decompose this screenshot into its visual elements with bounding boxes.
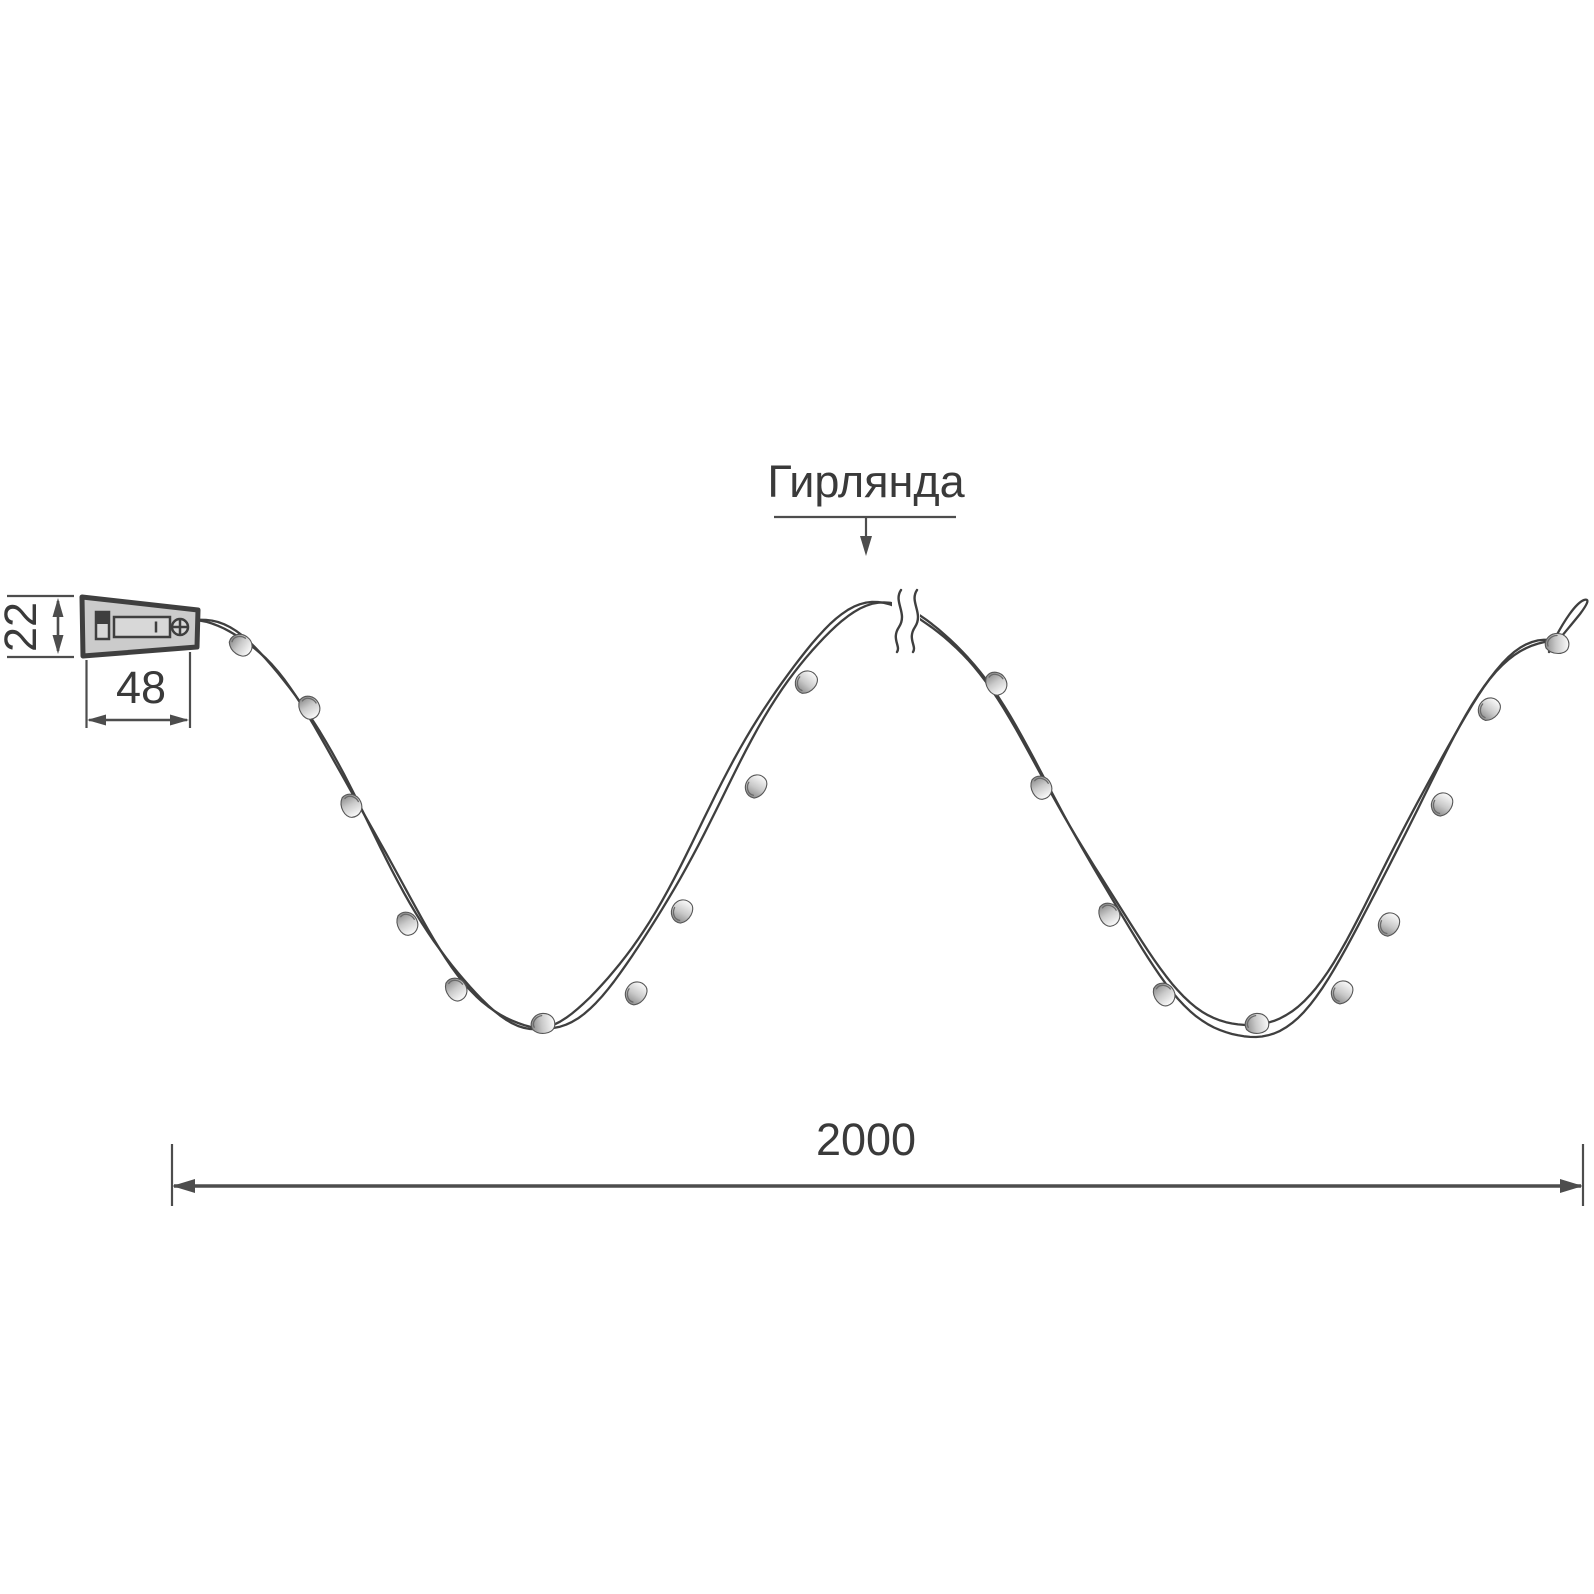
garland-bulbs bbox=[228, 632, 1570, 1034]
garland-wire-upper bbox=[198, 600, 1552, 1031]
dimension-length: 2000 bbox=[170, 1114, 1585, 1206]
led-bulb-icon bbox=[1030, 775, 1053, 800]
led-bulb-icon bbox=[744, 774, 768, 799]
garland-bulb bbox=[1098, 902, 1121, 927]
garland-bulb bbox=[670, 899, 694, 924]
led-bulb-icon bbox=[624, 981, 648, 1006]
height-value: 22 bbox=[0, 602, 46, 652]
garland-wire-lower bbox=[198, 601, 1552, 1039]
led-bulb-shading bbox=[1101, 904, 1117, 911]
switch-knob bbox=[96, 612, 109, 624]
led-bulb-icon bbox=[794, 670, 818, 694]
led-bulb-shading bbox=[1332, 987, 1340, 1002]
led-bulb-icon bbox=[670, 899, 694, 924]
left-arrow-icon bbox=[87, 714, 106, 726]
garland-bulb bbox=[1544, 632, 1570, 655]
battery-box bbox=[79, 594, 201, 659]
dimension-width: 48 bbox=[85, 652, 192, 728]
garland-bulb bbox=[444, 977, 468, 1002]
dimension-height: 22 bbox=[0, 594, 74, 659]
break-squiggle-right bbox=[910, 588, 920, 654]
led-bulb-shading bbox=[626, 988, 634, 1003]
led-bulb-shading bbox=[672, 906, 681, 922]
garland-bulb bbox=[624, 981, 648, 1006]
led-bulb-shading bbox=[1034, 777, 1049, 784]
led-bulb-icon bbox=[340, 793, 363, 818]
led-bulb-icon bbox=[1244, 1012, 1270, 1034]
led-bulb-shading bbox=[1432, 799, 1441, 815]
garland-bulb bbox=[1477, 697, 1501, 721]
led-bulb-icon bbox=[1330, 980, 1354, 1005]
garland-bulb bbox=[298, 695, 321, 720]
garland-bulb bbox=[744, 774, 768, 799]
garland-bulb bbox=[985, 671, 1008, 696]
garland-label: Гирлянда bbox=[767, 456, 965, 507]
garland-bulb bbox=[530, 1012, 556, 1034]
battery-slot-icon bbox=[112, 615, 172, 639]
led-bulb-icon bbox=[1098, 902, 1121, 927]
garland-bulb bbox=[1377, 912, 1401, 937]
led-bulb-icon bbox=[1544, 632, 1570, 655]
garland-callout: Гирлянда bbox=[767, 456, 966, 556]
led-bulb-shading bbox=[1479, 703, 1486, 719]
garland-string bbox=[198, 586, 1589, 1039]
up-arrow-icon bbox=[52, 598, 64, 617]
led-bulb-icon bbox=[1377, 912, 1401, 937]
led-bulb-shading bbox=[1246, 1014, 1257, 1028]
garland-bulb bbox=[1330, 980, 1354, 1005]
break-squiggle-left bbox=[894, 588, 904, 654]
led-bulb-icon bbox=[444, 977, 468, 1002]
garland-bulb bbox=[228, 633, 253, 657]
led-bulb-shading bbox=[400, 913, 415, 920]
garland-bulb bbox=[340, 793, 363, 818]
garland-bulb bbox=[1152, 982, 1176, 1007]
led-bulb-shading bbox=[344, 795, 360, 803]
left-arrow-icon bbox=[172, 1179, 195, 1193]
garland-bulb bbox=[396, 911, 419, 936]
led-bulb-icon bbox=[985, 671, 1008, 696]
garland-bulb bbox=[1430, 792, 1454, 817]
break-symbol bbox=[892, 586, 920, 654]
led-bulb-shading bbox=[532, 1014, 543, 1028]
led-bulb-shading bbox=[796, 676, 803, 692]
led-bulb-shading bbox=[746, 781, 755, 796]
led-bulb-icon bbox=[1152, 982, 1176, 1007]
garland-bulb bbox=[794, 670, 818, 694]
down-arrow-icon bbox=[860, 536, 872, 556]
led-bulb-shading bbox=[1155, 984, 1171, 990]
led-bulb-icon bbox=[1477, 697, 1501, 721]
led-bulb-icon bbox=[530, 1012, 556, 1034]
right-arrow-icon bbox=[170, 714, 189, 726]
led-bulb-icon bbox=[298, 695, 321, 720]
led-bulb-icon bbox=[1430, 792, 1454, 817]
led-bulb-shading bbox=[448, 979, 464, 985]
led-bulb-shading bbox=[1546, 634, 1558, 647]
led-bulb-shading bbox=[1379, 920, 1388, 935]
led-bulb-icon bbox=[228, 633, 253, 657]
led-bulb-shading bbox=[301, 697, 317, 704]
down-arrow-icon bbox=[52, 635, 64, 654]
length-value: 2000 bbox=[816, 1114, 916, 1165]
led-bulb-shading bbox=[988, 673, 1004, 680]
garland-bulb bbox=[1244, 1012, 1270, 1034]
garland-end-curl bbox=[1547, 598, 1589, 654]
width-value: 48 bbox=[116, 662, 166, 713]
led-bulb-shading bbox=[231, 635, 247, 643]
garland-bulb bbox=[1030, 775, 1053, 800]
right-arrow-icon bbox=[1560, 1179, 1583, 1193]
